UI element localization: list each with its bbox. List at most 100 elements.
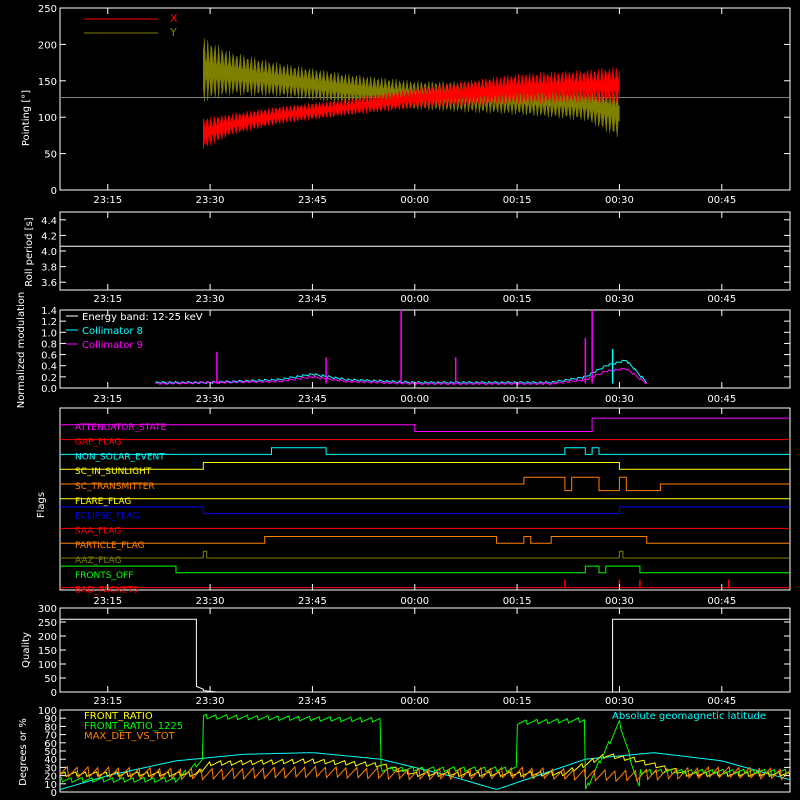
flag-fronts-off-line [60, 565, 790, 574]
flag-gap-flag-label: GAP_FLAG [75, 438, 121, 448]
flag-sc-transmitter-line [60, 476, 790, 492]
quality-xtick-label: 00:30 [605, 696, 634, 707]
flag-attenuator-state-label: ATTENUATOR_STATE [75, 423, 167, 433]
quality-ytick-label: 200 [38, 632, 57, 643]
quality-xtick-label: 00:15 [503, 696, 532, 707]
pointing-xtick-label: 23:45 [298, 195, 327, 206]
legend-label-geomag-latitude: Absolute geomagnetic latitude [612, 711, 766, 722]
modulation-ytick-label: 0.6 [41, 351, 57, 362]
series-max-det-vs-tot-line [59, 765, 791, 783]
flags-ylabel: Flags [36, 492, 47, 518]
flags-xtick-label: 00:00 [400, 596, 429, 607]
modulation-panel: Normalized modulation Energy band: 12-25… [16, 292, 791, 409]
geomag-ytick-label: 20 [44, 772, 57, 783]
modulation-ytick-label: 1.0 [41, 328, 57, 339]
pointing-ytick-label: 250 [38, 4, 57, 15]
modulation-xtick-label: 23:30 [196, 394, 225, 405]
pointing-xtick-label: 23:30 [196, 195, 225, 206]
modulation-xtick-label: 00:00 [400, 394, 429, 405]
flags-xtick-label: 23:45 [298, 596, 327, 607]
modulation-ytick-label: 1.4 [41, 306, 57, 317]
legend-label-energy: Energy band: 12-25 keV [82, 312, 203, 323]
flag-particle-flag-line [60, 536, 790, 544]
quality-xtick-label: 00:45 [707, 696, 736, 707]
quality-ytick-label: 100 [38, 660, 57, 671]
pointing-ylabel: Pointing [°] [21, 90, 32, 146]
geomag-ytick-label: 70 [44, 731, 57, 742]
quality-ytick-label: 250 [38, 618, 57, 629]
flags-xtick-label: 23:30 [196, 596, 225, 607]
flag-eclipse-flag-label: ECLIPSE_FLAG [75, 512, 139, 522]
flag-sc-in-sunlight-line [60, 462, 790, 470]
roll-xtick-label: 00:30 [605, 294, 634, 305]
pointing-frame [59, 7, 791, 191]
roll-ytick-label: 3.8 [41, 263, 57, 274]
geomag-ytick-label: 60 [44, 739, 57, 750]
quality-xtick-label: 23:15 [93, 696, 122, 707]
flag-non-solar-event-label: NON_SOLAR_EVENT [75, 452, 165, 462]
series-quality-line [60, 618, 790, 693]
flag-aaz-flag-line [60, 550, 790, 559]
roll-xtick-label: 00:45 [707, 294, 736, 305]
flag-fronts-off-label: FRONTS_OFF [75, 571, 133, 581]
geomag-ytick-label: 0 [51, 788, 57, 799]
roll-period-panel: Roll period [s] 3.6 3.8 4.0 4.2 4.4 23:15 23:3… [24, 211, 791, 305]
roll-xtick-label: 23:15 [93, 294, 122, 305]
modulation-ytick-label: 0.8 [41, 339, 57, 350]
roll-xtick-label: 00:00 [400, 294, 429, 305]
pointing-xtick-label: 00:45 [707, 195, 736, 206]
modulation-ytick-label: 0.4 [41, 362, 57, 373]
quality-xtick-label: 23:45 [298, 696, 327, 707]
pointing-panel: Pointing [°] X Y 0 50 100 150 200 250 23:15 23:… [21, 4, 791, 206]
legend-label-front-ratio-1225: FRONT_RATIO_1225 [84, 721, 183, 732]
pointing-xtick-label: 00:15 [503, 195, 532, 206]
modulation-xtick-label: 00:30 [605, 394, 634, 405]
flags-xtick-label: 00:45 [707, 596, 736, 607]
legend-label-y: Y [169, 26, 177, 39]
geomag-ylabel: Degrees or % [18, 718, 29, 786]
geomag-ytick-label: 100 [38, 706, 57, 717]
pointing-xtick-label: 00:30 [605, 195, 634, 206]
modulation-xtick-label: 00:45 [707, 394, 736, 405]
flag-attenuator-state-line [60, 417, 790, 432]
modulation-ylabel: Normalized modulation [16, 292, 27, 409]
modulation-frame [59, 309, 791, 389]
geomag-ytick-label: 10 [44, 780, 57, 791]
flags-panel: Flags ATTENUATOR_STATE GAP_FLAG NON_SOLAR_… [36, 407, 791, 607]
quality-panel: Quality 0 50 100 150 200 250 300 23:15 23:30 23:4… [21, 604, 791, 707]
modulation-xtick-label: 23:15 [93, 394, 122, 405]
roll-ytick-label: 4.0 [41, 247, 57, 258]
roll-xtick-label: 00:15 [503, 294, 532, 305]
flag-sc-in-sunlight-label: SC_IN_SUNLIGHT [75, 467, 152, 477]
quality-ylabel: Quality [21, 632, 32, 668]
geomag-ytick-label: 50 [44, 747, 57, 758]
roll-xtick-label: 23:45 [298, 294, 327, 305]
pointing-ytick-label: 0 [51, 186, 57, 197]
flag-sc-transmitter-label: SC_TRANSMITTER [75, 482, 155, 492]
flag-aaz-flag-label: AAZ_FLAG [75, 556, 122, 566]
geomag-legend: FRONT_RATIO FRONT_RATIO_1225 MAX_DET_VS_… [84, 711, 766, 742]
flags-xtick-label: 00:15 [503, 596, 532, 607]
geomag-ytick-label: 80 [44, 722, 57, 733]
modulation-ytick-label: 0.0 [41, 384, 57, 395]
quality-xtick-label: 23:30 [196, 696, 225, 707]
roll-ytick-label: 4.2 [41, 231, 57, 242]
flag-non-solar-event-line [60, 447, 790, 455]
pointing-ytick-label: 100 [38, 113, 57, 124]
pointing-xtick-label: 00:00 [400, 195, 429, 206]
geomag-panel: Degrees or % FRONT_RATIO FRONT_RATIO_122… [18, 706, 791, 799]
flag-eclipse-flag-line [60, 506, 790, 515]
pointing-ytick-label: 200 [38, 40, 57, 51]
flag-particle-flag-label: PARTICLE_FLAG [75, 541, 145, 551]
roll-ytick-label: 4.4 [41, 216, 57, 227]
geomag-ytick-label: 90 [44, 714, 57, 725]
modulation-ytick-label: 1.2 [41, 317, 57, 328]
modulation-xtick-label: 23:45 [298, 394, 327, 405]
pointing-ytick-label: 50 [44, 150, 57, 161]
roll-xtick-label: 23:30 [196, 294, 225, 305]
legend-label-max-det-vs-tot: MAX_DET_VS_TOT [84, 731, 176, 742]
flag-saa-flag-label: SAA_FLAG [75, 526, 121, 536]
quality-ytick-label: 50 [44, 674, 57, 685]
quality-ytick-label: 300 [38, 604, 57, 615]
